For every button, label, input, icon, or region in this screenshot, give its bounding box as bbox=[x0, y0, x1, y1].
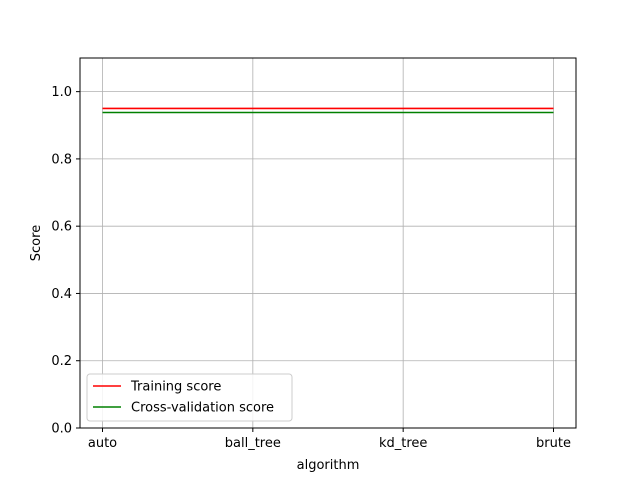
x-tick-label: kd_tree bbox=[379, 436, 427, 451]
y-tick-label: 1.0 bbox=[51, 85, 72, 100]
y-tick-label: 0.6 bbox=[51, 220, 72, 235]
x-tick-label: ball_tree bbox=[225, 436, 281, 451]
y-tick-label: 0.0 bbox=[51, 422, 72, 437]
y-tick-label: 0.2 bbox=[51, 354, 72, 369]
series-lines bbox=[102, 107, 554, 114]
x-tick-label: brute bbox=[536, 436, 571, 451]
y-axis-ticks: 0.0 0.2 0.4 0.6 0.8 1.0 bbox=[51, 85, 80, 437]
plot-frame bbox=[79, 57, 577, 429]
x-axis-label: algorithm bbox=[297, 458, 360, 473]
x-tick-label: auto bbox=[88, 436, 117, 451]
y-axis-label: Score bbox=[29, 225, 44, 261]
grid bbox=[80, 58, 576, 429]
y-tick-label: 0.4 bbox=[51, 287, 72, 302]
legend: Training score Cross-validation score bbox=[86, 373, 293, 422]
x-axis-ticks: auto ball_tree kd_tree brute bbox=[88, 428, 571, 451]
legend-entry: Training score bbox=[130, 380, 221, 395]
y-tick-label: 0.8 bbox=[51, 152, 72, 167]
legend-entry: Cross-validation score bbox=[131, 401, 274, 416]
legend-box bbox=[86, 373, 293, 422]
